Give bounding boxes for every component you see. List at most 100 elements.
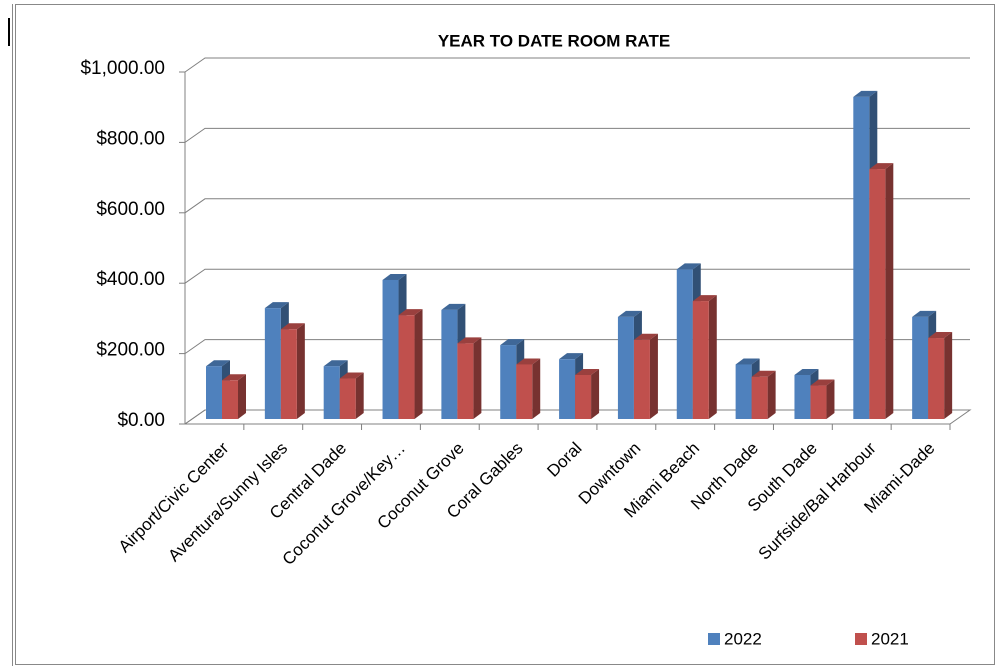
bar-top: [735, 358, 760, 365]
bar-top: [617, 310, 642, 317]
bar-side: [649, 333, 658, 419]
bar-front: [206, 366, 222, 419]
bar: [280, 323, 305, 419]
legend-swatch: [708, 633, 720, 645]
bar-front: [457, 343, 474, 419]
bar-front: [382, 279, 399, 419]
bar-side: [296, 323, 305, 419]
bar-top: [382, 273, 407, 280]
chart-frame: [15, 4, 995, 665]
y-tick-label: $600.00: [96, 199, 165, 220]
chart-title: YEAR TO DATE ROOM RATE: [438, 31, 670, 50]
bar: [339, 372, 364, 419]
bar-front: [280, 329, 297, 419]
x-tick-label: Surfside/Bal Harbour: [755, 438, 880, 563]
y-tick-label: $200.00: [96, 340, 165, 361]
bar-front: [264, 308, 281, 419]
legend-label: 2022: [724, 629, 762, 648]
bar-top: [928, 332, 953, 339]
bar-front: [810, 385, 827, 419]
bar-front: [516, 364, 533, 419]
bar-side: [591, 369, 600, 419]
bar-front: [339, 378, 356, 419]
bar: [559, 353, 584, 419]
bar-top: [692, 295, 717, 302]
bar-front: [617, 316, 634, 419]
bar-top: [280, 323, 305, 330]
bar-side: [944, 332, 953, 419]
bar-front: [559, 359, 576, 419]
y-tick-label: $0.00: [117, 410, 165, 431]
bar-top: [912, 310, 937, 317]
grid-line: [184, 198, 970, 214]
bar-top: [206, 360, 230, 367]
bar-front: [928, 338, 945, 419]
grid-line: [184, 268, 970, 284]
bar: [810, 379, 835, 419]
bar-front: [441, 309, 458, 419]
bar: [575, 369, 600, 419]
bar-top: [869, 163, 894, 170]
bar-top: [575, 369, 600, 375]
bar-front: [853, 96, 870, 420]
x-tick-label: Doral: [543, 439, 585, 481]
grid-line: [184, 127, 970, 143]
bar-front: [500, 345, 517, 419]
bar-top: [441, 303, 466, 310]
legend-swatch: [855, 633, 867, 645]
bar: [751, 370, 776, 419]
bar-top: [222, 374, 246, 381]
bar-top: [810, 379, 835, 386]
bar: [692, 295, 717, 419]
bar-front: [575, 375, 592, 419]
x-tick-label: Airport/Civic Center: [115, 438, 233, 556]
bar-top: [457, 337, 482, 344]
bar-side: [532, 358, 541, 419]
bar: [869, 163, 894, 419]
y-tick-label: $1,000.00: [80, 58, 165, 79]
bar: [222, 374, 246, 419]
bar-side: [885, 163, 894, 419]
bar-front: [676, 269, 693, 419]
bar: [516, 358, 541, 419]
bar-top: [500, 339, 525, 346]
bar: [457, 337, 482, 419]
bar-top: [516, 358, 541, 365]
bar-front: [735, 364, 752, 419]
bar-front: [323, 366, 340, 419]
bar-top: [323, 360, 348, 367]
bar-front: [794, 375, 811, 419]
y-tick-label: $800.00: [96, 128, 165, 149]
bar-front: [869, 169, 886, 419]
bar: [928, 332, 953, 419]
bar-front: [222, 380, 238, 419]
bar: [633, 333, 658, 419]
bar-side: [355, 372, 364, 419]
grid-line: [184, 57, 970, 73]
y-tick-label: $400.00: [96, 269, 165, 290]
bar-front: [692, 301, 709, 419]
bar-side: [473, 337, 482, 419]
bar-top: [559, 353, 584, 360]
bar: [398, 309, 423, 419]
bar-top: [853, 90, 878, 97]
bar-front: [751, 376, 768, 419]
bar-top: [264, 302, 289, 309]
bar-side: [767, 370, 776, 419]
bar-front: [912, 316, 929, 419]
bar-top: [751, 370, 776, 377]
bar-front: [398, 315, 415, 419]
bar-top: [633, 333, 658, 340]
bar-side: [826, 379, 835, 419]
bar-side: [414, 309, 423, 419]
bar-top: [794, 369, 819, 375]
bar-side: [238, 374, 246, 419]
bar-top: [676, 263, 701, 270]
bar-top: [398, 309, 423, 316]
bar-side: [708, 295, 717, 419]
bar-top: [339, 372, 364, 379]
bar-front: [633, 339, 650, 419]
legend-label: 2021: [871, 629, 909, 648]
